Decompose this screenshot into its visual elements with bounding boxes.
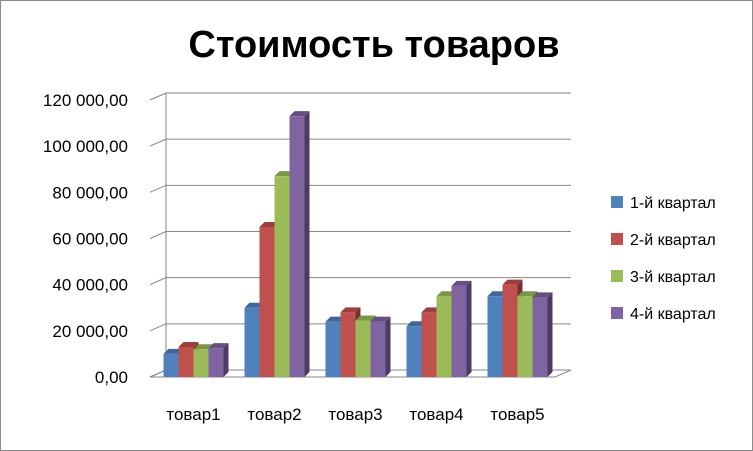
x-tick-label: товар4 bbox=[409, 405, 463, 424]
x-tick-label: товар1 bbox=[166, 405, 220, 424]
gridline bbox=[149, 184, 571, 193]
bar bbox=[208, 343, 229, 377]
x-tick-label: товар5 bbox=[490, 405, 544, 424]
y-tick-label: 120 000,00 bbox=[43, 91, 128, 110]
legend-swatch bbox=[611, 233, 623, 245]
y-tick-label: 80 000,00 bbox=[52, 183, 128, 202]
legend-label: 4-й квартал bbox=[630, 306, 716, 323]
legend-swatch bbox=[611, 196, 623, 208]
legend-item: 1-й квартал bbox=[611, 195, 716, 212]
bar bbox=[370, 316, 391, 377]
chart-title: Стоимость товаров bbox=[188, 24, 559, 66]
bar bbox=[289, 111, 310, 378]
y-tick-label: 40 000,00 bbox=[52, 276, 128, 295]
gridline bbox=[149, 138, 571, 147]
y-tick-label: 0,00 bbox=[95, 368, 128, 387]
bar bbox=[532, 292, 553, 377]
y-tick-label: 20 000,00 bbox=[52, 322, 128, 341]
bars bbox=[163, 111, 553, 378]
legend-label: 1-й квартал bbox=[630, 195, 716, 212]
legend-item: 3-й квартал bbox=[611, 269, 716, 286]
legend-swatch bbox=[611, 270, 623, 282]
bar bbox=[451, 280, 472, 377]
legend-item: 2-й квартал bbox=[611, 232, 716, 249]
x-axis-ticks: товар1 товар2 товар3 товар4 товар5 bbox=[166, 405, 544, 424]
gridline bbox=[149, 277, 571, 286]
y-tick-label: 100 000,00 bbox=[43, 137, 128, 156]
legend-item: 4-й квартал bbox=[611, 306, 716, 323]
y-tick-label: 60 000,00 bbox=[52, 230, 128, 249]
legend-label: 3-й квартал bbox=[630, 269, 716, 286]
gridline bbox=[149, 231, 571, 239]
gridlines bbox=[149, 92, 571, 378]
legend-swatch bbox=[611, 307, 623, 319]
x-tick-label: товар3 bbox=[328, 405, 382, 424]
legend-label: 2-й квартал bbox=[630, 232, 716, 249]
legend: 1-й квартал 2-й квартал 3-й квартал 4-й ква… bbox=[611, 195, 716, 323]
gridline bbox=[149, 92, 571, 101]
x-tick-label: товар2 bbox=[247, 405, 301, 424]
y-axis-ticks: 0,00 20 000,00 40 000,00 60 000,00 80 000,00… bbox=[43, 91, 128, 387]
